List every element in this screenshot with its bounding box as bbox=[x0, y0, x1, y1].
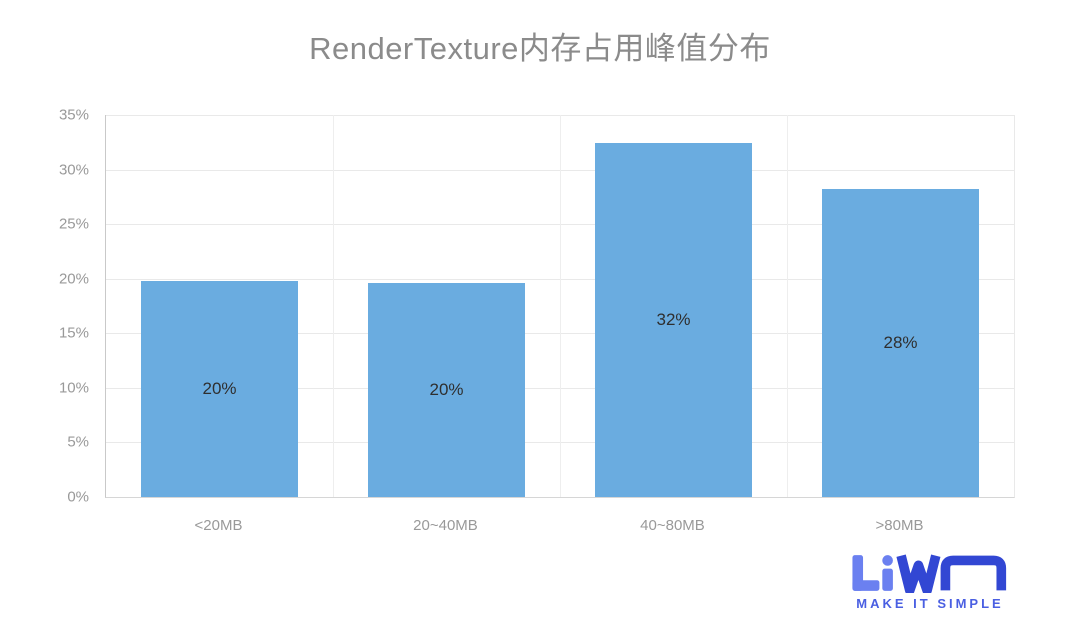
y-axis-labels: 0% 5% 10% 15% 20% 25% 30% 35% bbox=[0, 107, 97, 506]
logo-tagline: MAKE IT SIMPLE bbox=[856, 596, 1004, 611]
bar-value-label: 32% bbox=[656, 310, 691, 330]
y-tick-label: 10% bbox=[58, 379, 89, 397]
liwa-logo-icon bbox=[852, 554, 1007, 593]
y-tick-label: 20% bbox=[58, 270, 89, 288]
y-tick-label: 5% bbox=[67, 433, 89, 451]
vertical-gridline bbox=[333, 115, 334, 497]
vertical-gridline bbox=[560, 115, 561, 497]
x-tick-label: >80MB bbox=[875, 517, 924, 534]
x-axis-labels: <20MB 20~40MB 40~80MB >80MB bbox=[105, 517, 1013, 534]
chart-title: RenderTexture内存占用峰值分布 bbox=[309, 31, 771, 66]
bar-value-label: 20% bbox=[429, 380, 464, 400]
x-tick-label: <20MB bbox=[194, 517, 243, 534]
y-tick-label: 30% bbox=[58, 161, 89, 179]
y-tick-label: 25% bbox=[58, 215, 89, 233]
bar-value-label: 28% bbox=[883, 333, 918, 353]
y-tick-label: 15% bbox=[58, 324, 89, 342]
vertical-gridline bbox=[787, 115, 788, 497]
bar-20~40MB: 20% bbox=[368, 283, 525, 497]
bar-<20MB: 20% bbox=[141, 280, 298, 497]
bar-40~80MB: 32% bbox=[595, 143, 752, 497]
y-tick-label: 35% bbox=[58, 106, 89, 124]
x-tick-label: 20~40MB bbox=[413, 517, 478, 534]
x-tick-label: 40~80MB bbox=[640, 517, 705, 534]
liwa-logo: MAKE IT SIMPLE bbox=[850, 553, 1010, 611]
bar->80MB: 28% bbox=[822, 189, 979, 497]
y-tick-label: 0% bbox=[67, 488, 89, 506]
bar-value-label: 20% bbox=[202, 378, 237, 398]
plot-area: 20% 20% 32% 28% bbox=[105, 115, 1015, 498]
